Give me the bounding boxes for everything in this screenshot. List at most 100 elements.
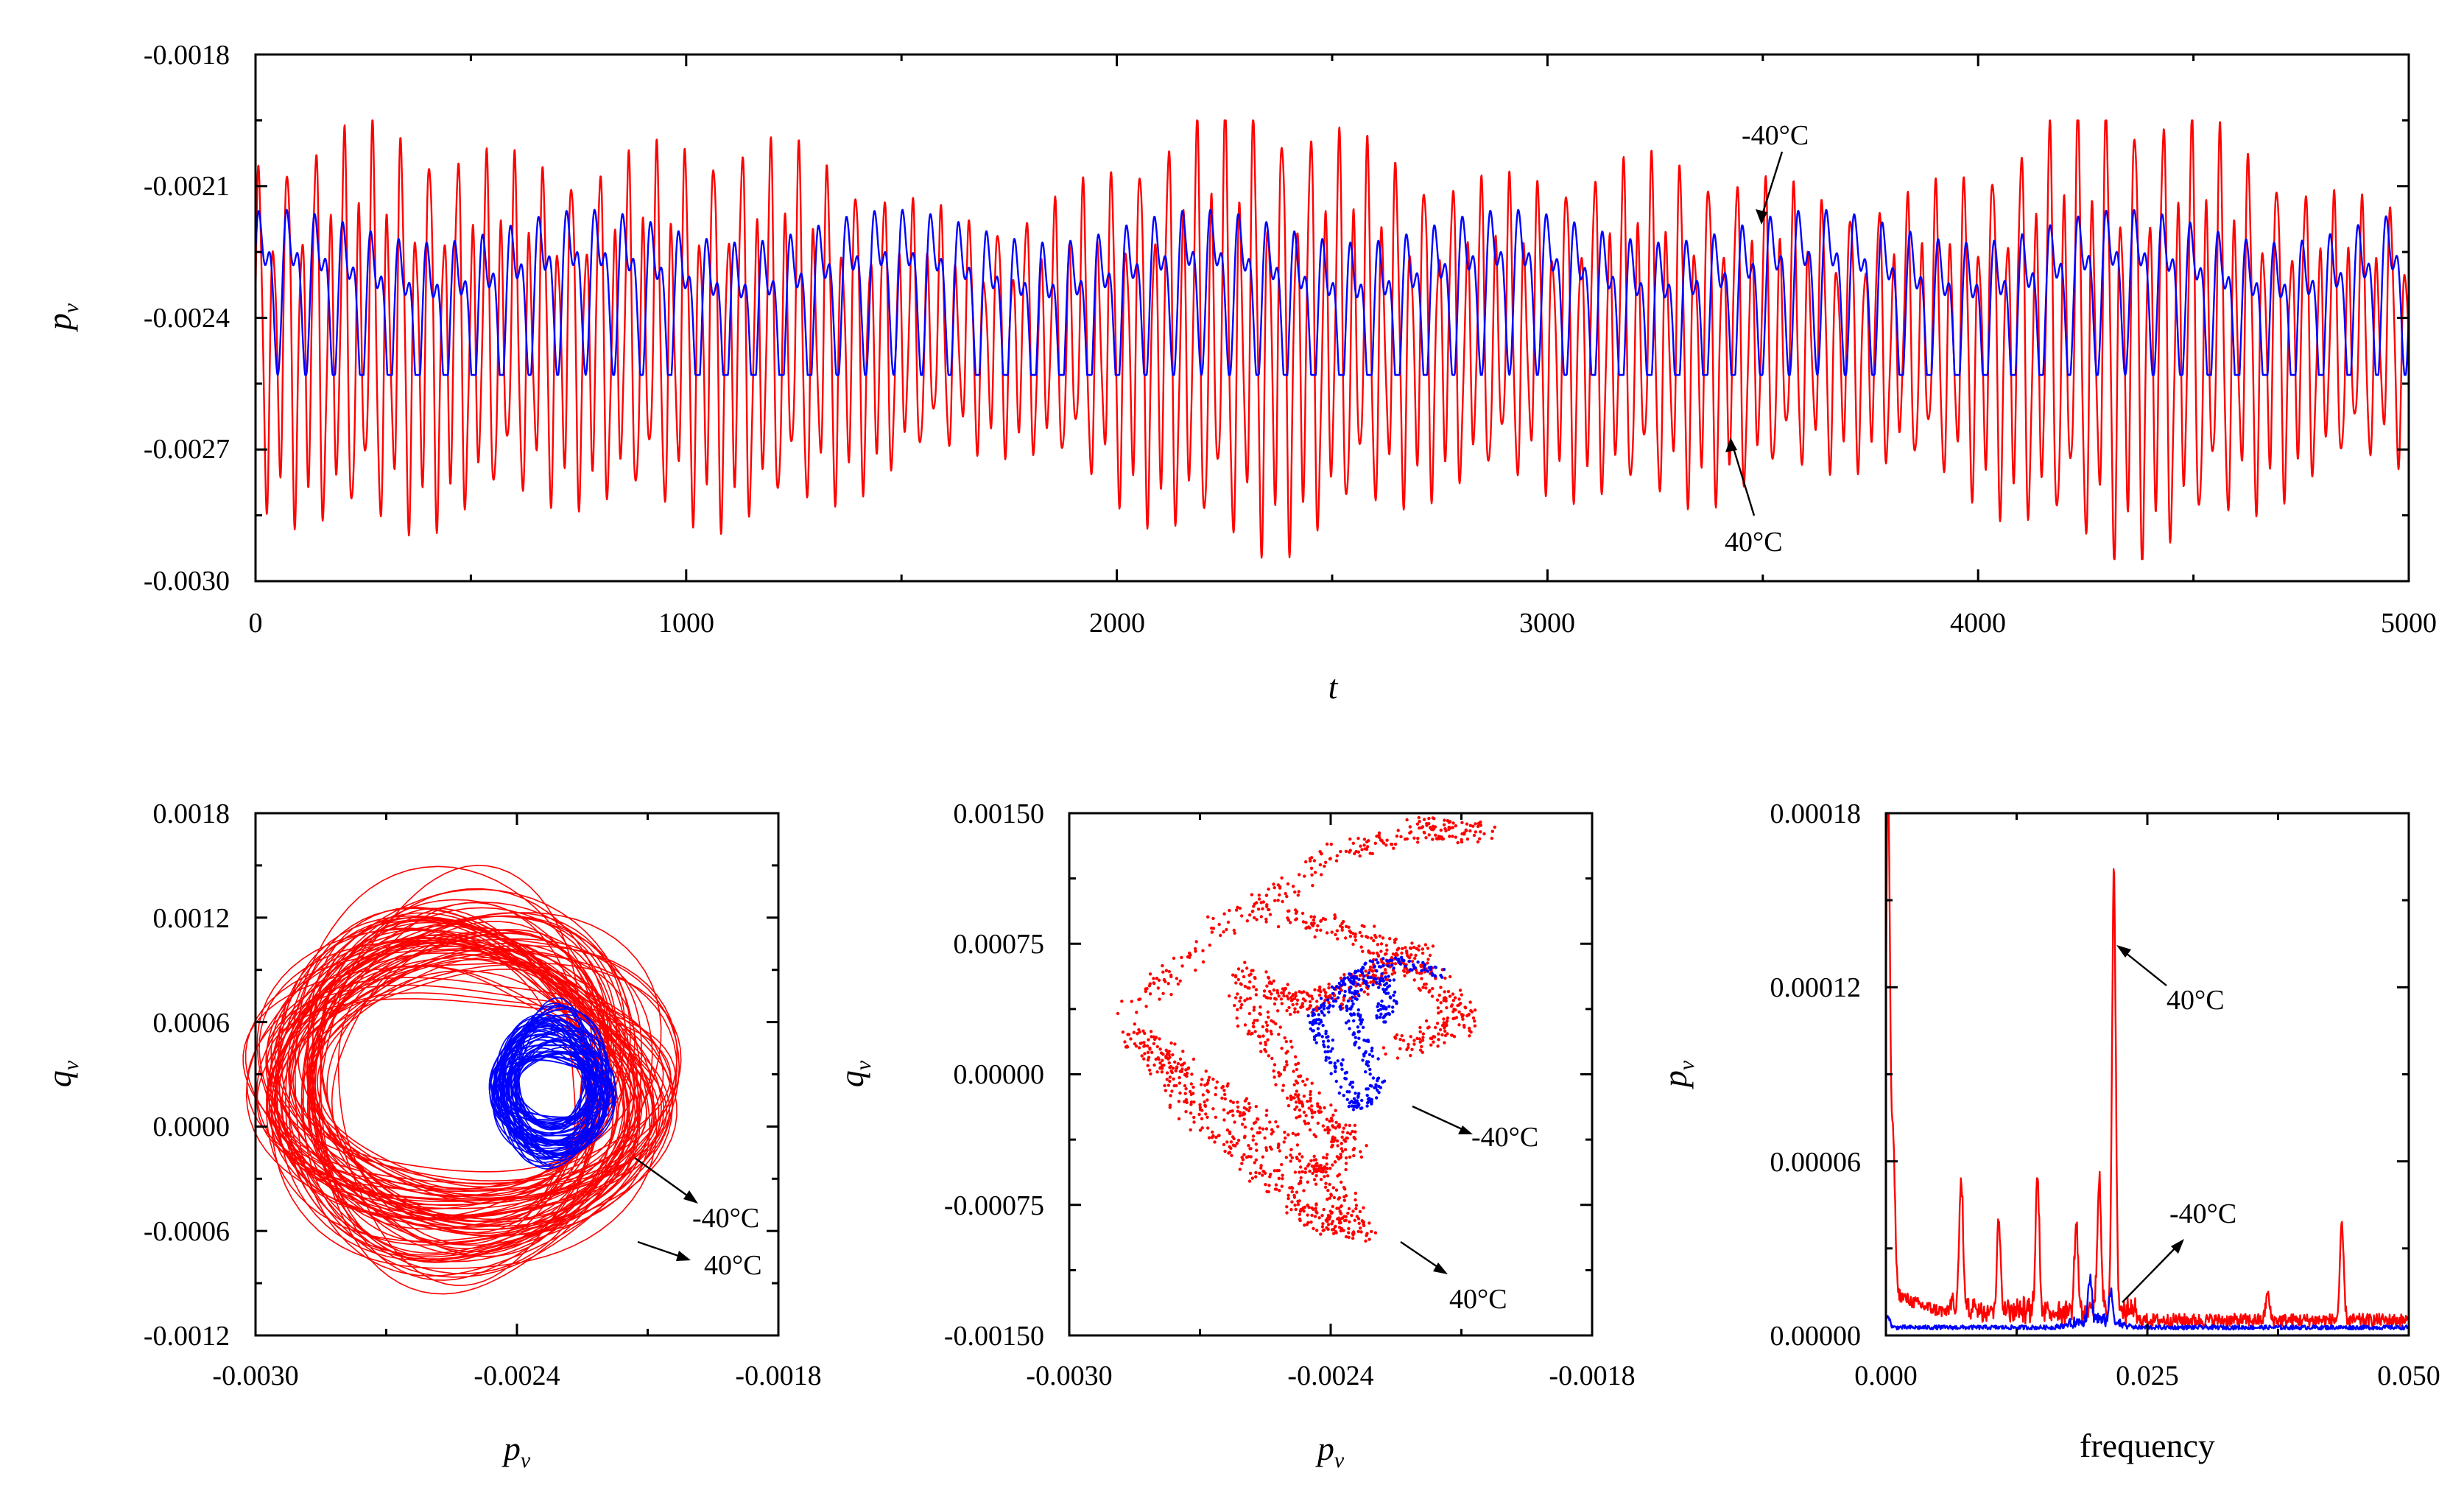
poincare-point-40C <box>1303 1122 1308 1125</box>
poincare-point-40C <box>1451 999 1456 1002</box>
ts-ylabel-sub: v <box>59 303 83 313</box>
poincare-point-40C <box>1362 837 1367 841</box>
poincare-point-40C <box>1161 991 1165 996</box>
poincare-point-40C <box>1259 1164 1263 1167</box>
poincare-point-40C <box>1354 1204 1359 1207</box>
poincare-point-40C <box>1344 1235 1348 1239</box>
poincare-point-40C <box>1448 835 1451 838</box>
poincare-point-40C <box>1334 1231 1338 1235</box>
poincare-point-40C <box>1430 1036 1434 1041</box>
poincare-point-40C <box>1264 1113 1269 1117</box>
poincare-point-40C <box>1451 1010 1455 1014</box>
poincare-point-40C <box>1207 1136 1211 1139</box>
poincare-point-40C <box>1432 817 1436 821</box>
poincare-point-40C <box>1293 1107 1297 1112</box>
poincare-point-40C <box>1251 1138 1255 1142</box>
poincare-point-40C <box>1178 1091 1182 1095</box>
poincare-point-40C <box>1243 984 1247 988</box>
poincare-point-minus40C <box>1362 980 1367 985</box>
poincare-point-40C <box>1168 1056 1172 1059</box>
poincare-point-40C <box>1431 944 1435 948</box>
poincare-point-minus40C <box>1351 980 1354 984</box>
poincare-point-40C <box>1247 1102 1251 1106</box>
poincare-point-40C <box>1166 1084 1171 1087</box>
poincare-point-40C <box>1267 887 1270 891</box>
phase-loop-minus40C <box>499 1058 613 1122</box>
poincare-point-40C <box>1309 994 1314 998</box>
poincare-point-40C <box>1298 1075 1302 1078</box>
poincare-point-40C <box>1323 1128 1327 1132</box>
poincare-point-40C <box>1421 947 1425 951</box>
poincare-point-40C <box>1331 1204 1335 1209</box>
poincare-point-40C <box>1316 1121 1320 1125</box>
poincare-point-40C <box>1422 818 1426 821</box>
poincare-point-40C <box>1298 1152 1302 1156</box>
poincare-point-40C <box>1328 1119 1331 1123</box>
poincare-point-40C <box>1353 1123 1357 1128</box>
poincare-point-40C <box>1169 1094 1172 1098</box>
poincare-point-40C <box>1403 974 1407 977</box>
poincare-point-40C <box>1343 1148 1348 1152</box>
poincare-point-40C <box>1293 1170 1298 1174</box>
poincare-point-40C <box>1210 926 1214 930</box>
poincare-point-40C <box>1250 1176 1255 1180</box>
poincare-point-minus40C <box>1351 1085 1354 1089</box>
poincare-point-minus40C <box>1378 982 1381 986</box>
poincare-point-40C <box>1251 1021 1256 1025</box>
poincare-point-40C <box>1369 980 1373 984</box>
poincare-point-40C <box>1300 911 1305 916</box>
poincare-point-40C <box>1168 1075 1172 1079</box>
poincare-point-40C <box>1439 1010 1443 1014</box>
poincare-point-40C <box>1337 1123 1341 1126</box>
poincare-point-minus40C <box>1358 1018 1362 1022</box>
poincare-point-minus40C <box>1422 964 1426 969</box>
poincare-point-minus40C <box>1317 1033 1322 1036</box>
poincare-point-40C <box>1238 906 1242 910</box>
poincare-point-40C <box>1270 1056 1274 1061</box>
poincare-point-40C <box>1176 982 1180 986</box>
poincare-point-minus40C <box>1357 994 1361 998</box>
poincare-point-40C <box>1220 1086 1224 1089</box>
poincare-point-40C <box>1362 1221 1366 1224</box>
poincare-point-40C <box>1357 1221 1361 1226</box>
poincare-point-40C <box>1294 918 1298 921</box>
poincare-point-40C <box>1158 1066 1162 1070</box>
poincare-point-40C <box>1243 1099 1247 1103</box>
poincare-point-40C <box>1380 839 1384 843</box>
poincare-point-40C <box>1443 990 1446 994</box>
poincare-point-40C <box>1251 1134 1256 1138</box>
poincare-point-40C <box>1354 1191 1358 1195</box>
poincare-point-40C <box>1373 924 1376 928</box>
poincare-point-40C <box>1191 1085 1195 1089</box>
poincare-point-40C <box>1385 838 1389 842</box>
poincare-point-40C <box>1231 1135 1235 1139</box>
poincare-point-40C <box>1248 997 1253 1000</box>
poincare-point-40C <box>1315 1000 1319 1003</box>
phase-xlabel-sub: v <box>521 1448 531 1472</box>
poincare-point-40C <box>1297 1093 1300 1097</box>
poincare-point-40C <box>1339 1152 1342 1156</box>
poincare-ytick-label: 0.00000 <box>954 1059 1045 1090</box>
poincare-point-40C <box>1360 848 1364 851</box>
spectrum-ylabel-main: p <box>1656 1070 1694 1089</box>
poincare-point-40C <box>1264 917 1268 921</box>
poincare-point-40C <box>1449 974 1452 979</box>
poincare-point-40C <box>1240 914 1244 918</box>
poincare-point-40C <box>1192 1100 1196 1104</box>
poincare-point-40C <box>1266 1010 1270 1014</box>
poincare-point-40C <box>1211 1130 1214 1134</box>
poincare-point-40C <box>1310 1115 1314 1119</box>
poincare-point-40C <box>1292 1083 1296 1086</box>
poincare-point-40C <box>1130 1000 1134 1003</box>
poincare-point-40C <box>1222 930 1225 934</box>
poincare-point-40C <box>1379 949 1383 953</box>
poincare-point-40C <box>1282 1140 1286 1144</box>
poincare-point-40C <box>1464 1006 1468 1010</box>
poincare-point-40C <box>1256 907 1261 911</box>
poincare-point-40C <box>1295 1002 1299 1006</box>
timeseries-line-40C <box>254 119 2410 561</box>
poincare-point-40C <box>1148 1046 1152 1050</box>
poincare-point-40C <box>1424 1019 1429 1023</box>
poincare-point-40C <box>1310 1081 1314 1085</box>
poincare-point-40C <box>1206 1078 1211 1082</box>
